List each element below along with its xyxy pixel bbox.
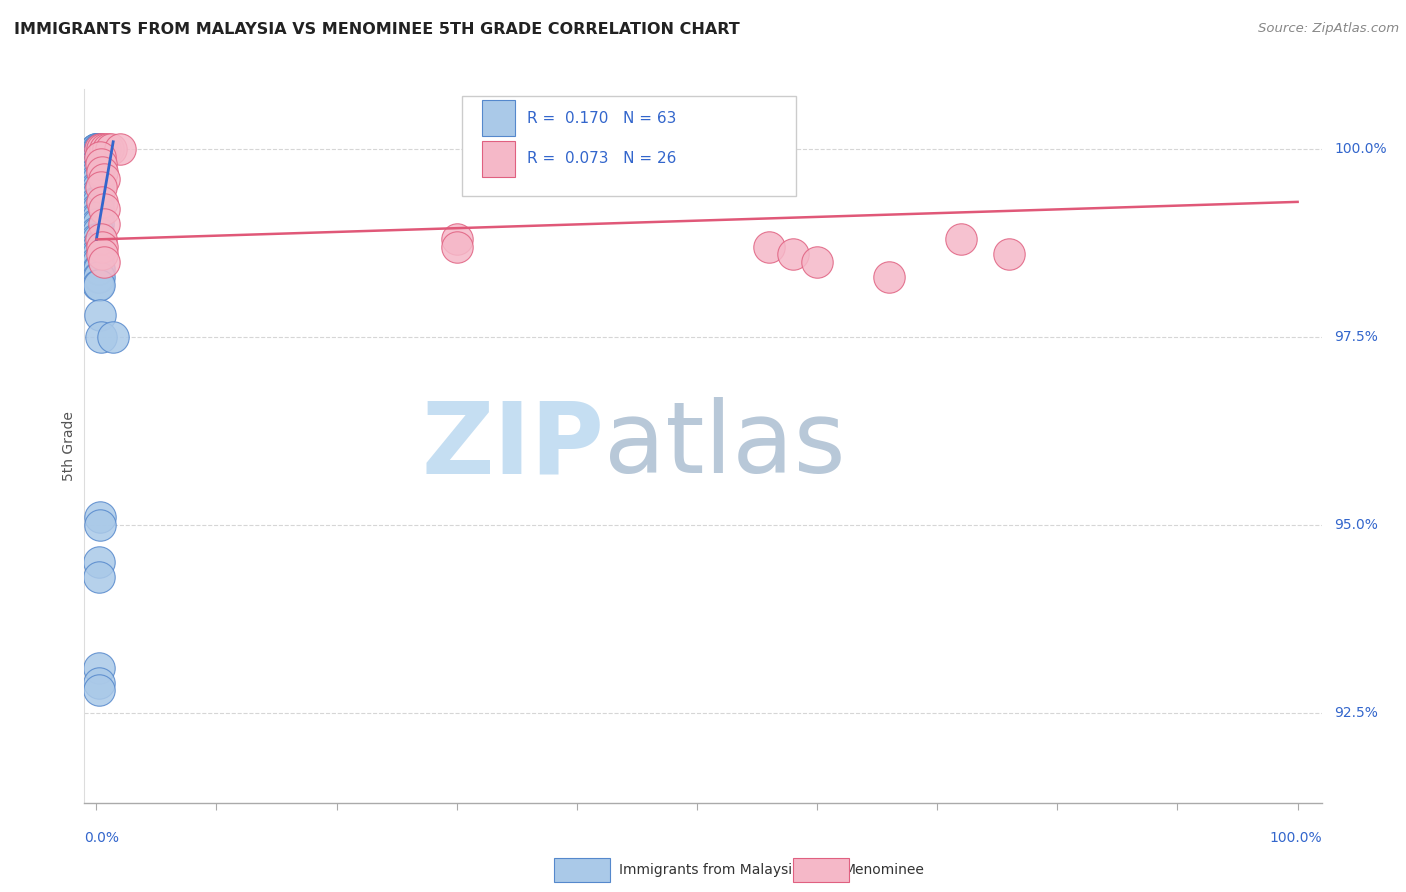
Point (86, 165, 108, 179)
Point (86, 232, 108, 246)
Point (87, 556, 110, 570)
Point (103, 330, 125, 344)
Point (86, 179, 108, 194)
Point (87, 270, 110, 285)
Point (91, 247, 114, 261)
Point (110, 142, 132, 156)
Point (86, 255, 108, 269)
Point (86, 157, 108, 171)
Point (86, 165, 108, 179)
Point (86, 218, 108, 232)
Point (86, 142, 108, 156)
Text: ZIP: ZIP (422, 398, 605, 494)
Point (91, 240, 114, 254)
Point (446, 232, 468, 246)
Point (86, 262, 108, 277)
Text: IMMIGRANTS FROM MALAYSIA VS MENOMINEE 5TH GRADE CORRELATION CHART: IMMIGRANTS FROM MALAYSIA VS MENOMINEE 5T… (14, 22, 740, 37)
Point (94, 142, 117, 156)
Text: Immigrants from Malaysia: Immigrants from Malaysia (619, 863, 800, 877)
FancyBboxPatch shape (461, 96, 796, 196)
FancyBboxPatch shape (481, 100, 515, 136)
Point (86, 218, 108, 232)
Point (90, 179, 112, 194)
Text: Menominee: Menominee (844, 863, 925, 877)
Point (86, 255, 108, 269)
Point (86, 240, 108, 254)
Point (950, 232, 973, 246)
Point (86, 187, 108, 202)
Point (86, 157, 108, 171)
FancyBboxPatch shape (481, 141, 515, 177)
Point (86, 172, 108, 186)
Point (93, 255, 115, 269)
Point (93, 172, 115, 186)
Point (87, 262, 110, 277)
Point (86, 150, 108, 164)
Point (86, 247, 108, 261)
Point (89, 517, 111, 532)
Point (86, 187, 108, 202)
Point (87, 660, 110, 674)
Text: R =  0.170   N = 63: R = 0.170 N = 63 (527, 111, 676, 126)
Point (91, 165, 114, 179)
Point (86, 202, 108, 217)
Point (87, 277, 110, 292)
Point (90, 157, 112, 171)
Y-axis label: 5th Grade: 5th Grade (62, 411, 76, 481)
Point (87, 675, 110, 690)
Point (89, 142, 111, 156)
Text: 97.5%: 97.5% (1334, 330, 1378, 344)
Text: Source: ZipAtlas.com: Source: ZipAtlas.com (1258, 22, 1399, 36)
Point (86, 225, 108, 239)
Point (87, 570, 110, 584)
Point (89, 150, 111, 164)
Text: atlas: atlas (605, 398, 845, 494)
Text: 92.5%: 92.5% (1334, 706, 1378, 720)
Point (86, 172, 108, 186)
Point (100, 142, 122, 156)
Point (86, 150, 108, 164)
Point (87, 683, 110, 698)
Point (446, 240, 468, 254)
Point (86, 210, 108, 224)
Point (86, 232, 108, 246)
Point (86, 157, 108, 171)
Point (86, 270, 108, 285)
Point (806, 255, 828, 269)
Point (91, 142, 114, 156)
Point (782, 247, 804, 261)
Point (86, 194, 108, 209)
Point (86, 240, 108, 254)
Point (758, 240, 780, 254)
Point (97, 142, 120, 156)
Point (86, 194, 108, 209)
Point (86, 225, 108, 239)
Point (86, 179, 108, 194)
Point (93, 218, 115, 232)
Text: 100.0%: 100.0% (1270, 831, 1322, 846)
Point (86, 142, 108, 156)
Point (89, 308, 111, 322)
Text: 100.0%: 100.0% (1334, 143, 1386, 156)
Point (87, 142, 110, 156)
Point (90, 232, 112, 246)
Point (877, 270, 900, 285)
Point (90, 330, 112, 344)
Point (93, 202, 115, 217)
Text: R =  0.073   N = 26: R = 0.073 N = 26 (527, 152, 676, 166)
Point (86, 142, 108, 156)
Point (86, 277, 108, 292)
Text: 95.0%: 95.0% (1334, 518, 1378, 532)
Point (86, 210, 108, 224)
Point (86, 142, 108, 156)
Point (91, 194, 114, 209)
Point (89, 510, 111, 524)
Point (86, 165, 108, 179)
Point (86, 142, 108, 156)
Point (998, 247, 1021, 261)
Point (86, 247, 108, 261)
Point (86, 150, 108, 164)
Text: 0.0%: 0.0% (84, 831, 120, 846)
Point (86, 202, 108, 217)
